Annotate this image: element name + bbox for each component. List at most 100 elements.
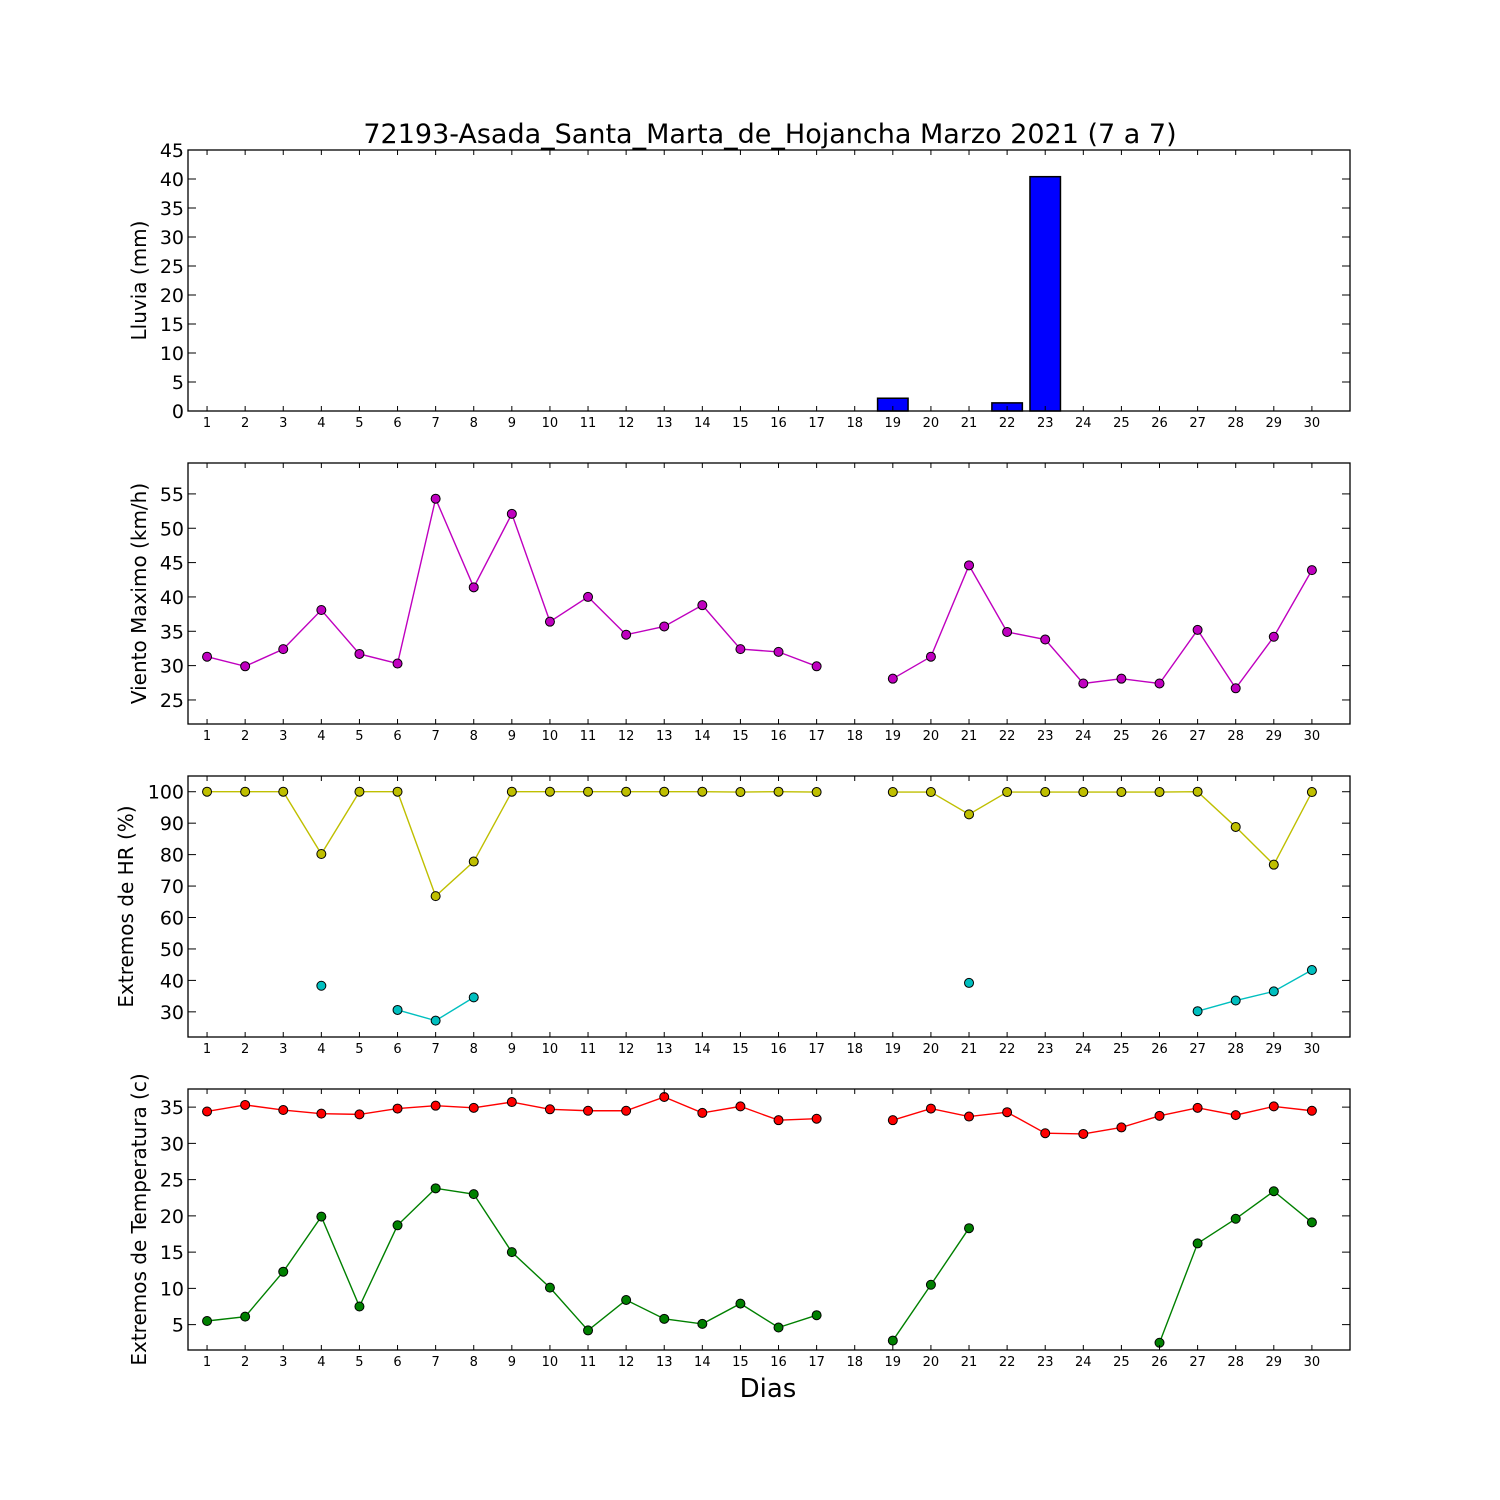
- series-2-point-day-30: [1306, 1217, 1317, 1228]
- y-tick-label: 25: [160, 256, 184, 278]
- x-tick-label: 23: [1037, 1355, 1054, 1370]
- x-axis-label: Dias: [740, 1374, 797, 1404]
- x-tick-label: 24: [1075, 1042, 1092, 1057]
- x-tick-label: 10: [542, 416, 559, 431]
- panel-1: 1 2 3 4 5 6 7 8 9 10 11 12 13 14 15 16 17 18 19 20 21 22 23 24 2…: [127, 140, 1351, 431]
- series-2-point-day-6: [392, 1004, 403, 1015]
- series-1-point-day-30: [1306, 1105, 1317, 1116]
- series-1-point-day-25: [1116, 787, 1127, 798]
- series-1-point-day-15: [735, 644, 746, 655]
- y-tick-label: 40: [160, 587, 184, 609]
- x-tick-label: 15: [732, 416, 749, 431]
- x-tick-label: 25: [1113, 1042, 1130, 1057]
- series-2-point-day-29: [1268, 986, 1279, 997]
- x-tick-label: 15: [732, 1042, 749, 1057]
- series-1-point-day-21: [964, 1111, 975, 1122]
- series-1-point-day-23: [1040, 1128, 1051, 1139]
- x-tick-label: 30: [1304, 416, 1321, 431]
- x-tick-label: 25: [1113, 1355, 1130, 1370]
- series-1-point-day-7: [430, 1100, 441, 1111]
- x-tick-label: 28: [1227, 729, 1244, 744]
- x-tick-label: 22: [999, 729, 1016, 744]
- x-tick-label: 21: [961, 1042, 978, 1057]
- x-tick-label: 25: [1113, 729, 1130, 744]
- x-tick-label: 10: [542, 1042, 559, 1057]
- x-tick-label: 23: [1037, 1042, 1054, 1057]
- series-1-point-day-26: [1154, 787, 1165, 798]
- series-1-point-day-30: [1306, 787, 1317, 798]
- series-1-point-day-1: [202, 1106, 213, 1117]
- x-tick-label: 20: [923, 1042, 940, 1057]
- series-1-point-day-25: [1116, 673, 1127, 684]
- x-tick-label: 29: [1266, 729, 1283, 744]
- series-1-point-day-15: [735, 1101, 746, 1112]
- series-1-point-day-10: [544, 1104, 555, 1115]
- series-1-point-day-16: [773, 646, 784, 657]
- x-tick-label: 3: [279, 1355, 287, 1370]
- series-1-point-day-24: [1078, 1128, 1089, 1139]
- series-2-point-day-27: [1192, 1238, 1203, 1249]
- series-2-point-day-4: [316, 980, 327, 991]
- plot-frame: [187, 775, 1351, 1038]
- y-tick-label: 10: [160, 1278, 184, 1300]
- series-1-point-day-4: [316, 848, 327, 859]
- x-tick-label: 14: [694, 416, 711, 431]
- series-1-point-day-21: [964, 560, 975, 571]
- series-1-point-day-25: [1116, 1122, 1127, 1133]
- x-tick-label: 12: [618, 729, 635, 744]
- y-tick-label: 40: [160, 169, 184, 191]
- x-tick-label: 7: [431, 416, 439, 431]
- x-tick-label: 9: [508, 416, 516, 431]
- x-tick-label: 20: [923, 416, 940, 431]
- series-2-point-day-7: [430, 1183, 441, 1194]
- y-axis-label: Viento Maximo (km/h): [127, 483, 151, 704]
- series-1-point-day-17: [811, 787, 822, 798]
- x-tick-label: 22: [999, 1042, 1016, 1057]
- x-tick-label: 22: [999, 1355, 1016, 1370]
- series-2-point-day-15: [735, 1298, 746, 1309]
- x-tick-label: 30: [1304, 1355, 1321, 1370]
- x-tick-label: 19: [885, 1042, 902, 1057]
- series-1-line-2: [892, 563, 1313, 690]
- series-1-point-day-5: [354, 786, 365, 797]
- series-2-point-day-19: [887, 1335, 898, 1346]
- chart-title: 72193-Asada_Santa_Marta_de_Hojancha Marz…: [363, 119, 1176, 150]
- y-tick-label: 35: [160, 621, 184, 643]
- x-tick-label: 28: [1227, 1355, 1244, 1370]
- series-1-point-day-3: [278, 786, 289, 797]
- x-tick-label: 11: [580, 1355, 597, 1370]
- series-1-point-day-22: [1002, 787, 1013, 798]
- series-1-point-day-11: [583, 1105, 594, 1116]
- x-tick-label: 26: [1151, 1042, 1168, 1057]
- y-tick-label: 50: [160, 939, 184, 961]
- series-1-point-day-29: [1268, 859, 1279, 870]
- x-tick-label: 27: [1189, 1355, 1206, 1370]
- x-tick-label: 10: [542, 1355, 559, 1370]
- series-1-point-day-14: [697, 786, 708, 797]
- series-1-point-day-20: [925, 787, 936, 798]
- x-tick-label: 27: [1189, 1042, 1206, 1057]
- series-2-point-day-6: [392, 1220, 403, 1231]
- x-tick-label: 16: [770, 416, 787, 431]
- y-tick-label: 15: [160, 314, 184, 336]
- x-tick-label: 19: [885, 416, 902, 431]
- series-2-line-4: [1197, 969, 1313, 1012]
- series-1-point-day-12: [621, 786, 632, 797]
- y-tick-label: 5: [172, 372, 184, 394]
- x-tick-label: 6: [393, 729, 401, 744]
- series-1-point-day-28: [1230, 1110, 1241, 1121]
- series-2-point-day-4: [316, 1211, 327, 1222]
- series-2-point-day-8: [468, 1189, 479, 1200]
- x-tick-label: 2: [241, 416, 249, 431]
- x-tick-label: 13: [656, 1042, 673, 1057]
- x-tick-label: 17: [808, 729, 825, 744]
- x-tick-label: 28: [1227, 416, 1244, 431]
- x-tick-label: 29: [1266, 1042, 1283, 1057]
- x-tick-label: 27: [1189, 416, 1206, 431]
- x-tick-label: 14: [694, 1042, 711, 1057]
- series-1-point-day-1: [202, 651, 213, 662]
- x-tick-label: 15: [732, 729, 749, 744]
- x-tick-label: 11: [580, 1042, 597, 1057]
- y-tick-label: 60: [160, 908, 184, 930]
